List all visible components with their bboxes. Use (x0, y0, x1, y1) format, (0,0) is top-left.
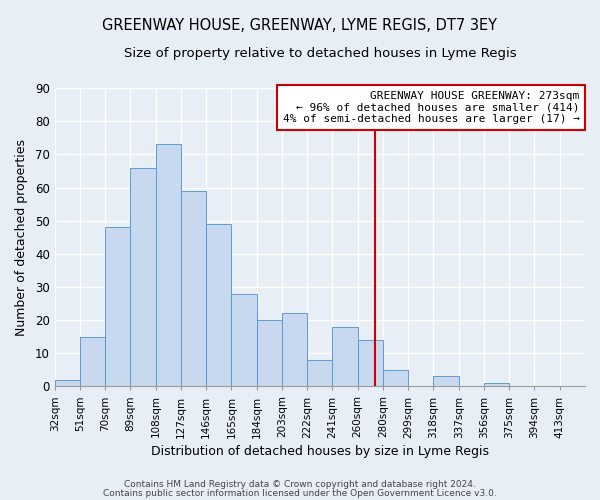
Bar (55, 380, 80, 386)
Text: Contains public sector information licensed under the Open Government Licence v3: Contains public sector information licen… (103, 490, 497, 498)
Bar (282, 314, 307, 386)
Bar (206, 224, 232, 386)
Bar (181, 191, 206, 386)
Title: Size of property relative to detached houses in Lyme Regis: Size of property relative to detached ho… (124, 48, 516, 60)
Bar (130, 168, 155, 386)
Text: GREENWAY HOUSE, GREENWAY, LYME REGIS, DT7 3EY: GREENWAY HOUSE, GREENWAY, LYME REGIS, DT… (103, 18, 497, 32)
Text: GREENWAY HOUSE GREENWAY: 273sqm
← 96% of detached houses are smaller (414)
4% of: GREENWAY HOUSE GREENWAY: 273sqm ← 96% of… (283, 91, 580, 124)
X-axis label: Distribution of detached houses by size in Lyme Regis: Distribution of detached houses by size … (151, 444, 489, 458)
Bar (433, 376, 459, 386)
Bar (155, 144, 181, 386)
Bar (332, 326, 358, 386)
Bar (105, 228, 130, 386)
Bar (257, 320, 282, 386)
Text: Contains HM Land Registry data © Crown copyright and database right 2024.: Contains HM Land Registry data © Crown c… (124, 480, 476, 489)
Bar (232, 294, 257, 386)
Bar (484, 383, 509, 386)
Y-axis label: Number of detached properties: Number of detached properties (15, 138, 28, 336)
Bar (383, 370, 408, 386)
Bar (80, 336, 105, 386)
Bar (358, 340, 383, 386)
Bar (307, 360, 332, 386)
